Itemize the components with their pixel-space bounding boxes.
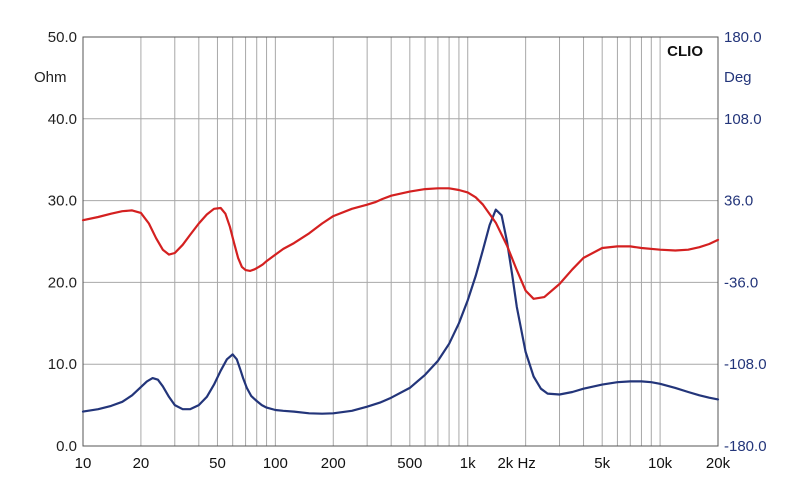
brand-label: CLIO [667, 43, 703, 60]
y-left-tick-label: 30.0 [48, 193, 77, 210]
y-left-tick-label: 20.0 [48, 274, 77, 291]
y-right-tick-label: 108.0 [724, 111, 762, 128]
y-left-tick-label: 10.0 [48, 356, 77, 373]
left-axis-label: Ohm [34, 69, 67, 86]
x-tick-label: 100 [263, 455, 288, 472]
axis-labels: Ohm Deg CLIO [34, 43, 752, 86]
x-tick-label: 10k [648, 455, 673, 472]
y-right-tick-label: -36.0 [724, 274, 758, 291]
x-tick-label: 10 [75, 455, 92, 472]
x-tick-label: 50 [209, 455, 226, 472]
data-series [81, 187, 720, 415]
x-tick-label: 20k [706, 455, 731, 472]
series-line-2 [81, 187, 720, 300]
x-tick-label: 2k Hz [497, 455, 535, 472]
y-right-tick-label: -108.0 [724, 356, 767, 373]
y-right-tick-label: -180.0 [724, 438, 767, 455]
x-tick-label: 20 [133, 455, 150, 472]
x-tick-label: 1k [460, 455, 476, 472]
plot-frame [82, 36, 719, 447]
y-left-tick-label: 0.0 [56, 438, 77, 455]
x-tick-label: 500 [397, 455, 422, 472]
right-axis-label: Deg [724, 69, 752, 86]
grid [83, 37, 718, 446]
tick-labels: 0.0 10.0 20.0 30.0 40.0 50.0 -180.0 -108.0 -36.0… [48, 29, 767, 472]
x-tick-label: 200 [321, 455, 346, 472]
y-right-tick-label: 180.0 [724, 29, 762, 46]
y-right-tick-label: 36.0 [724, 193, 753, 210]
x-tick-label: 5k [594, 455, 610, 472]
y-left-tick-label: 40.0 [48, 111, 77, 128]
y-left-tick-label: 50.0 [48, 29, 77, 46]
series-line-1 [81, 208, 720, 415]
